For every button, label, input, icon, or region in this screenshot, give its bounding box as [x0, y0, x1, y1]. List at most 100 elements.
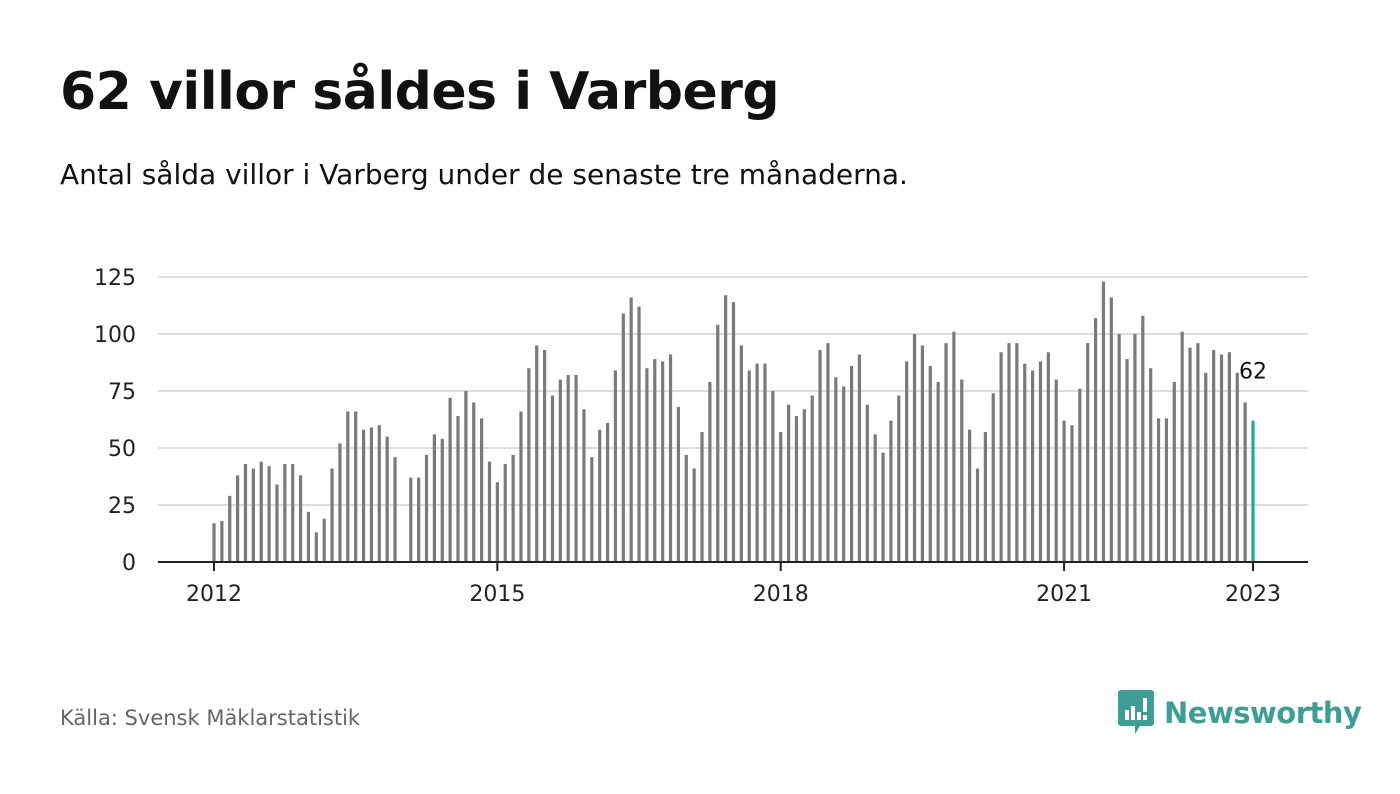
bar: [424, 454, 429, 562]
bar: [1141, 315, 1145, 562]
bar: [417, 477, 421, 562]
bar: [409, 477, 413, 562]
bar: [716, 324, 720, 562]
bar: [550, 395, 555, 562]
bar: [314, 532, 318, 562]
bar: [267, 466, 271, 562]
bar: [755, 363, 759, 562]
brand-logo[interactable]: Newsworthy: [1118, 690, 1362, 736]
bar: [1086, 343, 1090, 562]
bar: [928, 365, 932, 562]
bar: [739, 345, 743, 562]
bar: [495, 482, 499, 562]
bar: [298, 475, 303, 562]
bar: [1062, 420, 1066, 562]
data-label: 62: [1239, 360, 1267, 385]
bar: [322, 518, 326, 562]
bar: [291, 463, 295, 562]
bar: [519, 411, 523, 562]
bar: [605, 422, 610, 562]
bar: [747, 370, 751, 562]
y-tick-label: 0: [122, 551, 136, 576]
bar: [936, 381, 940, 562]
bar: [558, 379, 562, 562]
bar: [661, 361, 665, 562]
bar: [676, 406, 681, 562]
bar: [834, 377, 838, 562]
chart-title: 62 villor såldes i Varberg: [60, 62, 780, 122]
bar: [668, 354, 673, 562]
bar: [1093, 318, 1098, 562]
bar: [1219, 354, 1224, 562]
bar: [645, 368, 649, 562]
bar: [590, 457, 594, 562]
bar: [535, 345, 539, 562]
bar: [511, 454, 515, 562]
x-tick-label: 2018: [753, 582, 809, 607]
bar: [354, 411, 358, 562]
bar: [857, 354, 862, 562]
bar: [975, 468, 980, 562]
bar: [330, 468, 334, 562]
bar: [952, 331, 956, 562]
newsworthy-logo-icon: [1118, 690, 1154, 734]
bar: [983, 432, 987, 562]
x-tick-label: 2023: [1225, 582, 1281, 607]
bar: [251, 468, 255, 562]
bar: [480, 418, 484, 562]
bar: [1156, 418, 1161, 562]
bar: [613, 370, 618, 562]
y-tick-label: 100: [94, 323, 136, 348]
bar: [1125, 359, 1129, 562]
bar: [968, 429, 972, 562]
bar: [779, 432, 783, 562]
bar: [487, 461, 492, 562]
bar: [220, 520, 224, 562]
bar: [393, 457, 397, 562]
y-tick-label: 25: [108, 494, 136, 519]
y-tick-label: 75: [108, 380, 136, 405]
bar: [1172, 381, 1176, 562]
bar: [826, 343, 830, 562]
bar: [920, 345, 925, 562]
bar: [1101, 281, 1106, 562]
bar: [542, 349, 547, 562]
bar: [228, 495, 232, 562]
bar: [574, 375, 578, 562]
x-tick-label: 2012: [186, 582, 242, 607]
bar: [897, 395, 901, 562]
bar: [1133, 334, 1137, 562]
bar: [865, 404, 869, 562]
bar: [1117, 334, 1121, 562]
x-tick-label: 2021: [1036, 582, 1092, 607]
bar: [464, 391, 468, 562]
bar: [283, 463, 287, 562]
bar: [771, 391, 775, 562]
bar: [818, 349, 822, 562]
bar: [346, 411, 350, 562]
bar: [1023, 363, 1027, 562]
bar: [763, 363, 767, 562]
y-tick-label: 50: [108, 437, 136, 462]
bar: [960, 379, 964, 562]
bar: [1078, 388, 1082, 562]
y-tick-label: 125: [94, 266, 136, 291]
bar: [385, 436, 389, 562]
bar: [448, 397, 452, 562]
bar: [1196, 343, 1200, 562]
bar: [212, 523, 216, 562]
bar: [1046, 352, 1050, 562]
bar: [724, 295, 728, 562]
bar: [432, 434, 436, 562]
bar-chart: 0 25 50 75 100 125 2012 2015 2018 2021 2023 62: [94, 266, 1308, 607]
bar: [794, 416, 799, 562]
bar: [1235, 372, 1239, 562]
bar: [999, 352, 1003, 562]
bar: [259, 461, 263, 562]
bar: [786, 404, 791, 562]
bar: [684, 454, 688, 562]
bar: [1054, 379, 1058, 562]
bar: [889, 420, 893, 562]
bar: [637, 306, 641, 562]
bar: [243, 463, 248, 562]
